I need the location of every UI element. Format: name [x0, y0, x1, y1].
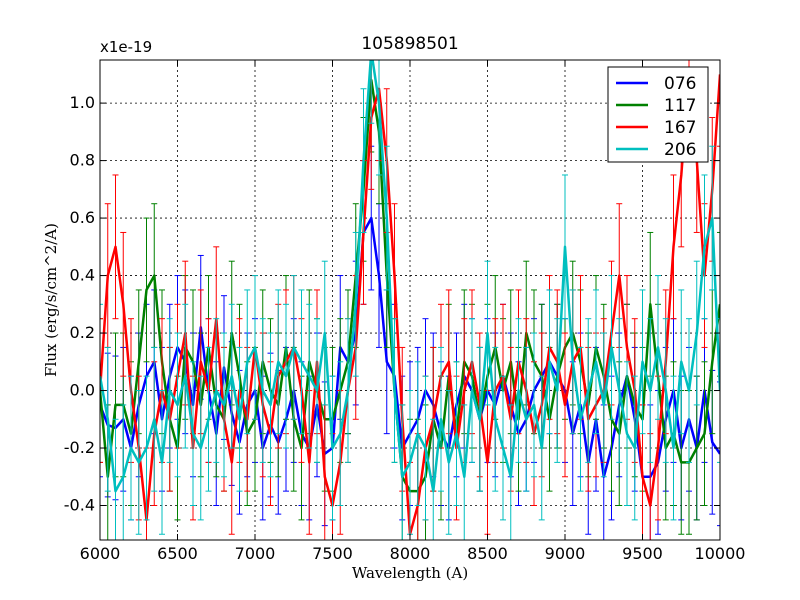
legend-label-076: 076 [664, 74, 696, 94]
x-tick-label: 10000 [695, 544, 746, 563]
x-tick-label: 8500 [467, 544, 508, 563]
x-tick-label: 9500 [622, 544, 663, 563]
x-tick-label: 7000 [235, 544, 276, 563]
x-tick-label: 6500 [157, 544, 198, 563]
y-tick-label: -0.4 [64, 496, 95, 515]
series-layer [100, 60, 720, 540]
y-axis: -0.4 -0.2 0.0 0.2 0.4 0.6 0.8 1.0 [64, 93, 720, 515]
y-tick-label: 1.0 [70, 93, 95, 112]
series-line-206 [100, 60, 720, 493]
y-tick-label: 0.2 [70, 323, 95, 342]
y-axis-label: Flux (erg/s/cm^2/A) [42, 223, 60, 377]
x-tick-label: 8000 [390, 544, 431, 563]
chart-title: 105898501 [361, 34, 458, 54]
legend-label-206: 206 [664, 140, 696, 160]
y-tick-label: 0.4 [70, 266, 95, 285]
series-206 [100, 60, 720, 540]
x-axis: 6000 6500 7000 7500 8000 8500 9000 9500 10000 [80, 60, 746, 563]
y-tick-label: 0.0 [70, 381, 95, 400]
y-offset-label: x1e-19 [100, 38, 152, 56]
x-tick-label: 7500 [312, 544, 353, 563]
legend-label-167: 167 [664, 118, 696, 138]
x-tick-label: 9000 [545, 544, 586, 563]
y-tick-label: 0.8 [70, 151, 95, 170]
x-tick-label: 6000 [80, 544, 121, 563]
x-axis-label: Wavelength (A) [352, 564, 468, 582]
legend-label-117: 117 [664, 96, 696, 116]
y-tick-label: 0.6 [70, 208, 95, 227]
y-tick-label: -0.2 [64, 438, 95, 457]
